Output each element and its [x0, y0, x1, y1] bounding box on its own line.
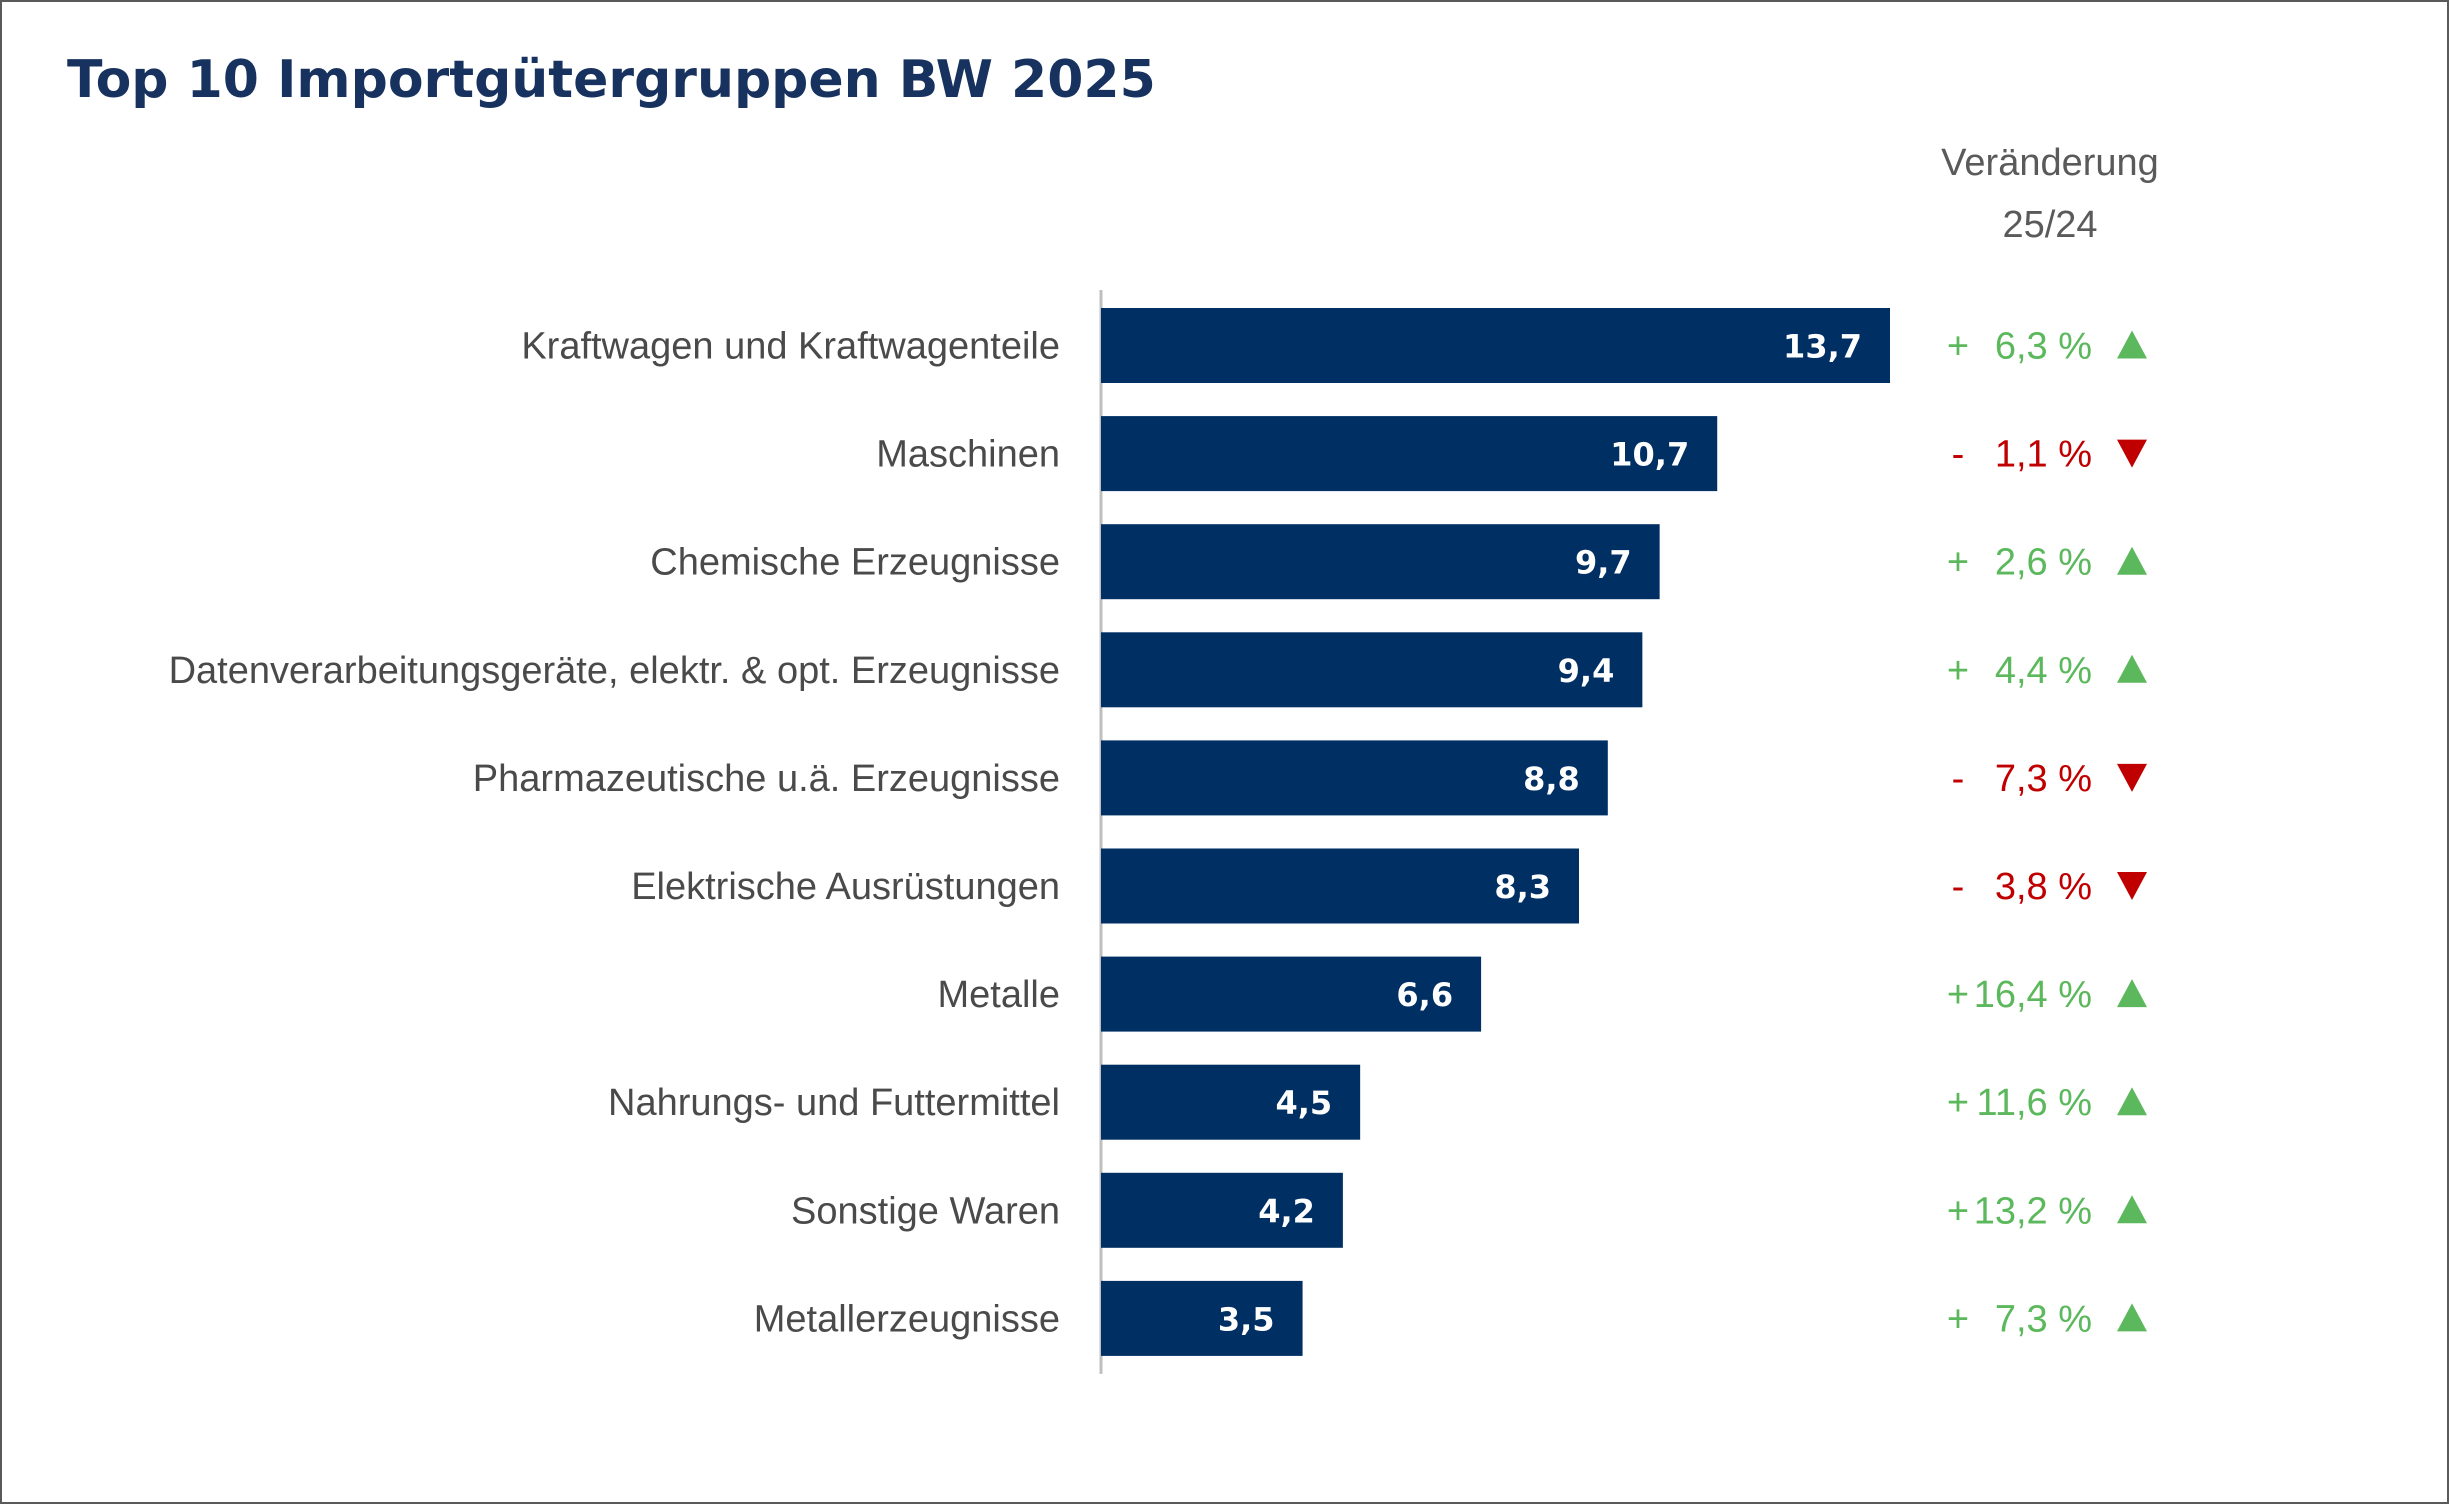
triangle-up-icon: [2117, 1087, 2147, 1116]
change-sign: -: [1952, 758, 1965, 800]
bar-value-label: 4,2: [1258, 1192, 1315, 1230]
category-label: Nahrungs- und Futtermittel: [608, 1082, 1060, 1124]
category-label: Chemische Erzeugnisse: [650, 542, 1060, 584]
change-percent: 4,4 %: [1995, 650, 2092, 692]
category-label: Datenverarbeitungsgeräte, elektr. & opt.…: [169, 650, 1060, 692]
bar: [1101, 416, 1718, 492]
change-percent: 3,8 %: [1995, 866, 2092, 908]
bar: [1101, 632, 1643, 708]
bar: [1101, 524, 1660, 600]
bar: [1101, 1064, 1361, 1140]
bar: [1101, 956, 1482, 1032]
change-percent: 7,3 %: [1995, 1298, 2092, 1340]
bar: [1101, 1172, 1343, 1248]
triangle-down-icon: [2117, 439, 2147, 468]
bar-value-label: 6,6: [1396, 976, 1453, 1014]
bar-value-label: 4,5: [1275, 1084, 1332, 1122]
change-header-line2: 25/24: [2002, 204, 2098, 246]
bar: [1101, 1280, 1303, 1356]
change-percent: 7,3 %: [1995, 758, 2092, 800]
change-percent: 11,6 %: [1977, 1082, 2092, 1124]
triangle-up-icon: [2117, 979, 2147, 1008]
triangle-up-icon: [2117, 1195, 2147, 1224]
change-percent: 2,6 %: [1995, 542, 2092, 584]
chart-title: Top 10 Importgütergruppen BW 2025: [67, 50, 1156, 110]
change-sign: +: [1947, 1298, 1969, 1340]
bar: [1101, 848, 1580, 924]
triangle-up-icon: [2117, 654, 2147, 683]
category-label: Metallerzeugnisse: [754, 1298, 1060, 1340]
bar-value-label: 8,8: [1523, 760, 1580, 798]
bar: [1101, 740, 1608, 816]
bar-value-label: 9,7: [1575, 544, 1632, 582]
bar-value-label: 3,5: [1218, 1300, 1275, 1338]
category-label: Maschinen: [876, 434, 1060, 476]
bar-value-label: 13,7: [1783, 328, 1862, 366]
change-header-line1: Veränderung: [1941, 142, 2159, 184]
category-label: Pharmazeutische u.ä. Erzeugnisse: [473, 758, 1060, 800]
change-column-header: Veränderung 25/24: [1850, 132, 2250, 256]
change-percent: 6,3 %: [1995, 326, 2092, 368]
change-sign: +: [1947, 974, 1969, 1016]
change-sign: +: [1947, 542, 1969, 584]
category-label: Metalle: [938, 974, 1061, 1016]
change-percent: 1,1 %: [1995, 434, 2092, 476]
change-sign: +: [1947, 1082, 1969, 1124]
change-sign: +: [1947, 326, 1969, 368]
triangle-up-icon: [2117, 330, 2147, 359]
bar: [1101, 308, 1890, 383]
triangle-up-icon: [2117, 1303, 2147, 1332]
bar-value-label: 8,3: [1494, 868, 1551, 906]
category-label: Elektrische Ausrüstungen: [631, 866, 1060, 908]
category-label: Sonstige Waren: [791, 1190, 1060, 1232]
bar-value-label: 9,4: [1558, 652, 1615, 690]
triangle-down-icon: [2117, 763, 2147, 792]
category-label: Kraftwagen und Kraftwagenteile: [521, 326, 1060, 368]
change-percent: 16,4 %: [1974, 974, 2092, 1016]
triangle-up-icon: [2117, 546, 2147, 575]
change-sign: +: [1947, 650, 1969, 692]
change-sign: -: [1952, 434, 1965, 476]
triangle-down-icon: [2117, 872, 2147, 900]
change-percent: 13,2 %: [1974, 1190, 2092, 1232]
bar-value-label: 10,7: [1610, 436, 1689, 474]
change-sign: -: [1952, 866, 1965, 908]
change-sign: +: [1947, 1190, 1969, 1232]
